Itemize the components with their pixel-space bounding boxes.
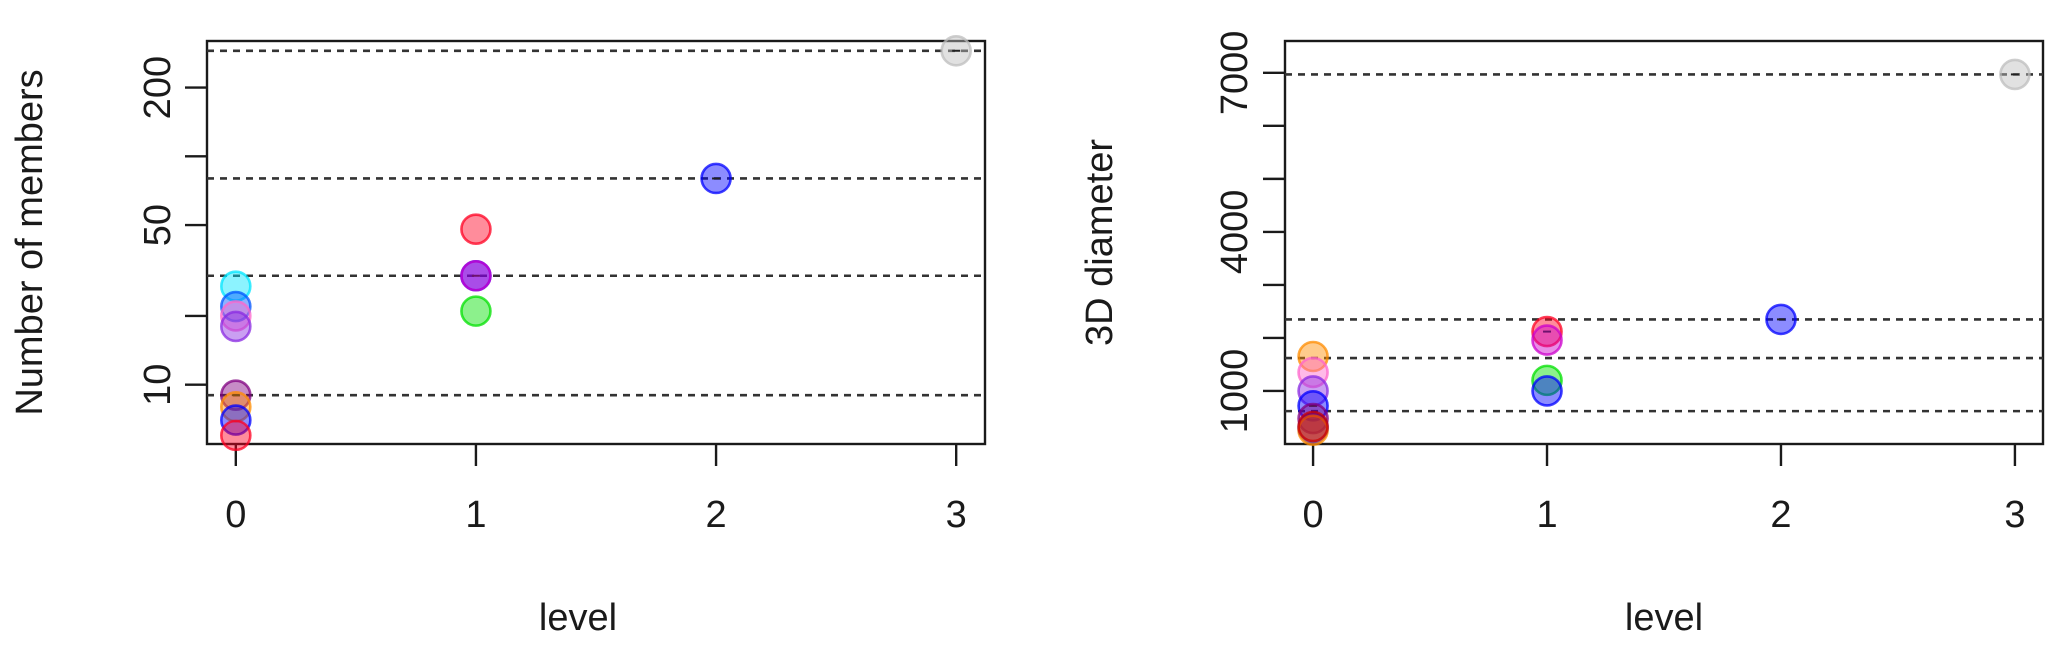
chart-0-point-2 bbox=[220, 300, 252, 332]
chart-1-y-tick-label-7000: 7000 bbox=[1214, 31, 1256, 116]
chart-0-x-tick-label-2: 2 bbox=[705, 494, 726, 536]
chart-0-point-10 bbox=[460, 259, 492, 292]
chart-0-y-axis-title: Number of members bbox=[9, 69, 51, 415]
chart-1-point-7 bbox=[1297, 410, 1329, 443]
chart-1-x-tick-label-3: 3 bbox=[2004, 494, 2025, 536]
chart-1-x-axis-title: level bbox=[1625, 597, 1703, 639]
chart-1-point-11 bbox=[1531, 375, 1563, 407]
chart-0-y-tick-label-50: 50 bbox=[137, 204, 179, 246]
chart-1-x-tick-label-1: 1 bbox=[1536, 494, 1557, 536]
chart-0-x-axis-title: level bbox=[539, 597, 617, 639]
chart-0-plot-frame bbox=[205, 39, 987, 446]
chart-1-y-tick-label-4000: 4000 bbox=[1214, 190, 1256, 275]
chart-0-point-8 bbox=[460, 213, 492, 245]
chart-0-x-tick-label-1: 1 bbox=[465, 494, 486, 536]
panel-number-of-members: 0 1 2 3 10 50 200 level Number of members bbox=[9, 34, 987, 639]
chart-0-point-11 bbox=[460, 295, 492, 327]
chart-1-point-4 bbox=[1297, 402, 1329, 435]
chart-1-point-9 bbox=[1531, 324, 1563, 356]
chart-0-x-tick-label-3: 3 bbox=[946, 494, 967, 536]
chart-1-x-tick-label-0: 0 bbox=[1303, 494, 1324, 536]
chart-0-x-tick-label-0: 0 bbox=[225, 494, 246, 536]
chart-1-y-axis-title: 3D diameter bbox=[1079, 139, 1121, 346]
panel-3d-diameter: 0 1 2 3 1000 4000 7000 level 3D diameter bbox=[1079, 31, 2045, 639]
chart-0-point-7 bbox=[220, 419, 252, 452]
chart-0-y-tick-label-200: 200 bbox=[137, 56, 179, 119]
chart-1-plot-frame bbox=[1283, 39, 2045, 446]
chart-1-x-tick-label-2: 2 bbox=[1770, 494, 1791, 536]
chart-0-y-tick-label-10: 10 bbox=[137, 364, 179, 406]
chart-1-point-10 bbox=[1531, 364, 1563, 397]
chart-1-y-tick-label-1000: 1000 bbox=[1214, 349, 1256, 434]
chart-1-point-0 bbox=[1297, 340, 1329, 373]
chart-0-point-3 bbox=[220, 310, 252, 343]
